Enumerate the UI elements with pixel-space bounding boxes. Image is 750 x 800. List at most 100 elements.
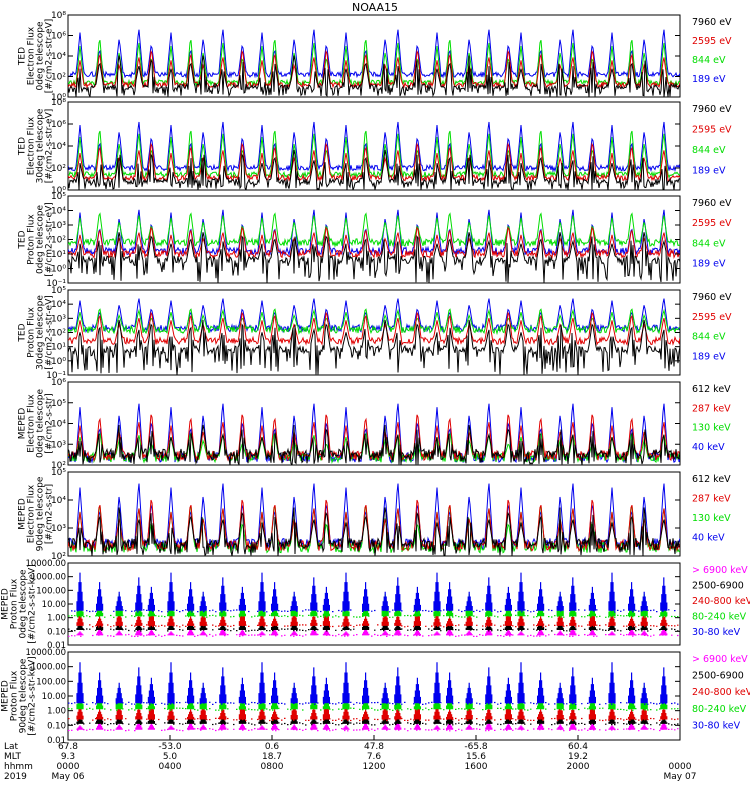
legend-entry-3: 130 keV [692, 513, 731, 524]
y-tick-label: 10⁶ [51, 120, 66, 130]
legend-entry-1: 612 keV [692, 474, 731, 485]
y-axis-label-line: Proton Flux [27, 307, 37, 358]
y-axis-label-line: MEPED [18, 408, 28, 440]
y-axis-label-line: MEPED [18, 498, 28, 530]
y-tick-label: 10³ [51, 221, 66, 231]
y-axis-label: MEPEDProton Flux0deg telescope[#/cm2-s-s… [1, 564, 38, 643]
panel-8: 0.010.101.0010.00100.001000.0010000.00ME… [1, 648, 750, 746]
y-tick-label: 10⁰ [51, 357, 66, 367]
x-tick-label: 15.6 [466, 752, 486, 762]
y-axis-label-line: 30deg telescope [36, 108, 46, 183]
y-tick-label: 10² [51, 73, 66, 83]
x-tick-label: May 07 [664, 772, 697, 782]
x-row-label: MLT [4, 752, 22, 762]
legend-entry-4: 189 eV [692, 259, 726, 270]
series-line-4 [68, 121, 680, 173]
y-tick-label: 1000.00 [31, 573, 66, 583]
legend-entry-3: 240-800 keV [692, 687, 750, 698]
y-tick-label: 100.00 [36, 586, 66, 596]
y-axis-label-line: 90deg telescope [19, 658, 29, 733]
legend-entry-1: > 6900 keV [692, 654, 748, 665]
y-tick-label: 0.10 [47, 721, 66, 731]
series-line-3 [68, 308, 680, 336]
plot-area [68, 483, 680, 556]
y-axis-label-line: 90deg telescope [36, 476, 46, 551]
x-tick-label: 0.6 [265, 742, 280, 752]
y-tick-label: 10³ [51, 524, 66, 534]
y-axis-label-line: Electron Flux [27, 394, 37, 453]
y-tick-label: 10⁴ [51, 420, 66, 430]
y-axis-label-line: TED [18, 137, 28, 156]
y-tick-label: 10³ [51, 314, 66, 324]
legend-entry-1: 7960 eV [692, 198, 732, 209]
legend-entry-3: 240-800 keV [692, 596, 750, 607]
legend-entry-5: 30-80 keV [692, 720, 741, 731]
y-tick-label: 10⁴ [51, 52, 66, 62]
y-tick-label: 10² [51, 329, 66, 339]
legend-entry-4: 40 keV [692, 442, 725, 453]
series-line-1 [68, 424, 680, 465]
series-marks-5 [68, 662, 679, 705]
series-line-2 [68, 226, 680, 260]
y-axis-label-line: 0deg telescope [36, 205, 46, 275]
legend-entry-4: 189 eV [692, 351, 726, 362]
y-axis-label: MEPEDElectron Flux0deg telescope[#/cm2-s… [18, 389, 55, 459]
y-axis-label-line: 30deg telescope [36, 295, 46, 370]
legend-entry-1: 7960 eV [692, 292, 732, 303]
y-tick-label: 10³ [51, 440, 66, 450]
series-line-2 [68, 311, 680, 346]
legend-entry-1: 7960 eV [692, 104, 732, 115]
y-tick-label: 10⁰ [51, 265, 66, 275]
legend-entry-3: 130 keV [692, 423, 731, 434]
y-tick-label: 0.10 [47, 627, 66, 637]
y-tick-label: 10⁵ [51, 286, 66, 296]
x-tick-label: -53.0 [158, 742, 182, 752]
legend-entry-4: 80-240 keV [692, 704, 747, 715]
y-axis-label: TEDElectron Flux0deg telescope[#/cm2-s-s… [18, 19, 55, 94]
x-tick-label: 0800 [261, 762, 284, 772]
series-line-1 [68, 232, 680, 283]
x-row-label: Lat [4, 742, 19, 752]
y-axis-label-line: 0deg telescope [36, 389, 46, 459]
y-tick-label: 10² [51, 236, 66, 246]
y-axis-label-line: [#/cm2-s-str-keV] [28, 656, 38, 735]
legend-entry-3: 844 eV [692, 145, 726, 156]
y-axis-label-line: MEPED [1, 588, 11, 620]
y-tick-label: 1.00 [47, 614, 66, 624]
x-tick-label: 47.8 [364, 742, 384, 752]
y-axis-label-line: Proton Flux [27, 214, 37, 265]
series-line-2 [68, 142, 680, 183]
legend-entry-2: 2595 eV [692, 218, 732, 229]
legend-entry-3: 844 eV [692, 238, 726, 249]
series-line-2 [68, 414, 680, 462]
y-axis-label-line: [#/cm2-s-str-eV] [45, 295, 55, 370]
y-tick-label: 10⁻¹ [46, 279, 66, 289]
y-axis-label-line: [#/cm2-s-str-eV] [45, 19, 55, 94]
y-tick-label: 10¹ [51, 343, 66, 353]
legend-entry-4: 189 eV [692, 165, 726, 176]
y-axis-label-line: Proton Flux [10, 578, 20, 629]
series-marks-1 [68, 627, 679, 637]
legend-entry-2: 2500-6900 [692, 580, 744, 591]
series-line-1 [68, 319, 680, 375]
legend-entry-2: 2595 eV [692, 312, 732, 323]
plot-area [68, 209, 680, 283]
legend-entry-5: 30-80 keV [692, 627, 741, 638]
y-axis-label-line: TED [18, 47, 28, 66]
legend-entry-3: 844 eV [692, 55, 726, 66]
y-axis-label-line: TED [18, 323, 28, 342]
x-tick-label: 1200 [363, 762, 386, 772]
series-line-4 [68, 29, 680, 79]
series-marks-5 [71, 572, 680, 613]
y-axis-label-line: [#/cm2-s-str-keV] [28, 564, 38, 643]
y-axis-label-line: Proton Flux [10, 670, 20, 721]
y-tick-label: 10⁵ [51, 192, 66, 202]
y-tick-label: 0.01 [47, 736, 66, 746]
y-tick-label: 10⁵ [51, 468, 66, 478]
legend-entry-1: 7960 eV [692, 17, 732, 28]
x-tick-label: 0400 [159, 762, 182, 772]
series-line-1 [68, 149, 680, 190]
panel-frame [67, 562, 681, 646]
x-tick-label: 67.8 [58, 742, 78, 752]
